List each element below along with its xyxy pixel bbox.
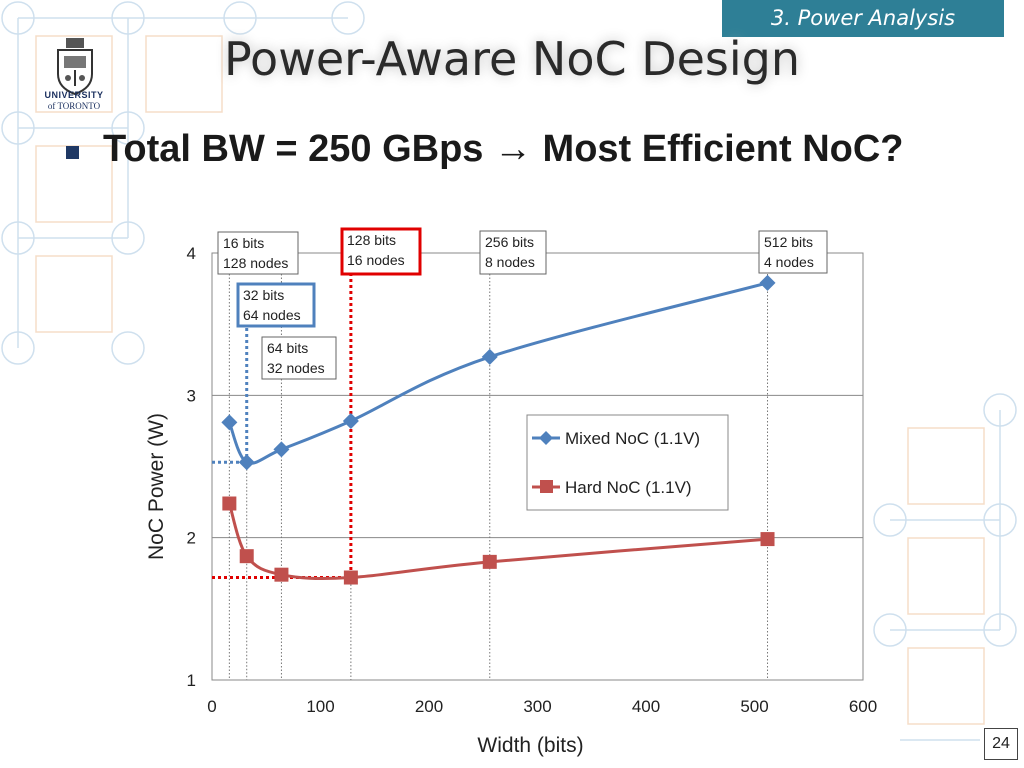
page-number: 24 (984, 728, 1018, 760)
data-point-mixed (221, 414, 238, 431)
y-axis-title: NoC Power (W) (145, 413, 168, 560)
annotation-box: 512 bits 4 nodes (758, 230, 828, 274)
annotation-line2: 4 nodes (764, 254, 814, 270)
data-point-mixed (238, 454, 255, 471)
annotation-box: 16 bits 128 nodes (217, 231, 299, 275)
deco-tile (35, 35, 113, 113)
data-point-hard (760, 532, 775, 547)
y-tick-label: 3 (187, 386, 196, 405)
x-tick-label: 400 (632, 697, 660, 716)
data-point-hard (239, 549, 254, 564)
annotation-box: 32 bits 64 nodes (236, 282, 316, 328)
annotation-box: 256 bits 8 nodes (479, 230, 547, 275)
logo-text-toronto: of TORONTO (47, 101, 101, 111)
annotation-line1: 128 bits (347, 232, 396, 248)
annotation-line1: 16 bits (223, 235, 264, 251)
annotation-box: 128 bits 16 nodes (340, 227, 422, 276)
y-tick-label: 1 (187, 671, 196, 690)
y-tick-label: 2 (187, 529, 196, 548)
data-point-hard (343, 570, 358, 585)
university-crest-icon (57, 38, 93, 96)
annotation-frame (261, 336, 337, 380)
y-tick-label: 4 (187, 244, 196, 263)
x-tick-label: 100 (306, 697, 334, 716)
annotation-frame (479, 230, 547, 275)
deco-tile (35, 255, 113, 333)
annotation-line1: 512 bits (764, 234, 813, 250)
annotation-line1: 32 bits (243, 287, 284, 303)
bullet-square-icon (66, 146, 79, 159)
data-point-hard (482, 554, 497, 569)
bullet-text: Total BW = 250 GBps → Most Efficient NoC… (103, 128, 904, 170)
annotation-frame (340, 227, 422, 276)
data-point-mixed (481, 348, 498, 365)
data-point-mixed (342, 412, 359, 429)
annotation-frame (758, 230, 828, 274)
legend-marker (540, 480, 553, 493)
deco-tile (907, 427, 985, 505)
data-point-mixed (273, 441, 290, 458)
annotation-line2: 16 nodes (347, 252, 405, 268)
x-axis-title: Width (bits) (477, 734, 583, 757)
annotation-line2: 64 nodes (243, 307, 301, 323)
deco-tile (907, 537, 985, 615)
annotation-line2: 32 nodes (267, 360, 325, 376)
x-tick-label: 0 (207, 697, 216, 716)
deco-node (111, 331, 145, 365)
annotation-line2: 8 nodes (485, 254, 535, 270)
x-tick-label: 300 (523, 697, 551, 716)
deco-tile (907, 647, 985, 725)
x-tick-label: 200 (415, 697, 443, 716)
annotation-line1: 64 bits (267, 340, 308, 356)
section-tab: 3. Power Analysis (722, 0, 1004, 37)
deco-tile (145, 35, 223, 113)
annotation-line1: 256 bits (485, 234, 534, 250)
legend-marker (539, 431, 553, 445)
x-tick-label: 600 (849, 697, 877, 716)
data-point-hard (274, 567, 289, 582)
annotation-box: 64 bits 32 nodes (261, 336, 337, 380)
legend-frame (526, 414, 729, 511)
annotation-line2: 128 nodes (223, 255, 288, 271)
legend-label: Hard NoC (1.1V) (565, 478, 692, 497)
data-point-mixed (759, 274, 776, 291)
annotation-frame (236, 282, 316, 328)
slide-title: Power-Aware NoC Design (223, 32, 801, 86)
legend: Mixed NoC (1.1V) Hard NoC (1.1V) (526, 414, 729, 511)
legend-label: Mixed NoC (1.1V) (565, 429, 700, 448)
annotation-frame (217, 231, 299, 275)
x-tick-label: 500 (740, 697, 768, 716)
data-point-hard (222, 496, 237, 511)
logo-text-university: UNIVERSITY (44, 90, 104, 100)
